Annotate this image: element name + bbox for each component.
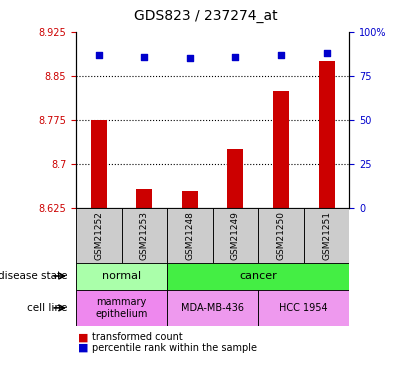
Bar	[228, 149, 243, 208]
Text: MDA-MB-436: MDA-MB-436	[181, 303, 244, 313]
Text: percentile rank within the sample: percentile rank within the sample	[92, 343, 256, 352]
Bar	[273, 91, 289, 208]
Text: normal: normal	[102, 271, 141, 281]
Bar	[319, 61, 335, 208]
Text: cell line: cell line	[28, 303, 68, 313]
Text: GSM21253: GSM21253	[140, 211, 149, 260]
Bar	[258, 290, 349, 326]
Text: cancer: cancer	[239, 271, 277, 281]
Point	[187, 56, 193, 62]
Text: GSM21250: GSM21250	[277, 211, 286, 260]
Bar	[76, 208, 122, 262]
Text: GSM21251: GSM21251	[322, 211, 331, 260]
Text: ■: ■	[78, 343, 89, 352]
Point	[278, 52, 284, 58]
Text: GSM21248: GSM21248	[185, 211, 194, 260]
Bar	[182, 190, 198, 208]
Text: mammary
epithelium: mammary epithelium	[95, 297, 148, 319]
Text: GDS823 / 237274_at: GDS823 / 237274_at	[134, 9, 277, 23]
Bar	[167, 262, 349, 290]
Point	[95, 52, 102, 58]
Bar	[304, 208, 349, 262]
Bar	[76, 262, 167, 290]
Bar	[213, 208, 258, 262]
Bar	[167, 208, 213, 262]
Text: HCC 1954: HCC 1954	[279, 303, 328, 313]
Point	[232, 54, 239, 60]
Bar	[91, 120, 107, 208]
Bar	[258, 208, 304, 262]
Text: GSM21249: GSM21249	[231, 211, 240, 260]
Point	[141, 54, 148, 60]
Text: transformed count: transformed count	[92, 333, 182, 342]
Text: ■: ■	[78, 333, 89, 342]
Text: GSM21252: GSM21252	[94, 211, 103, 260]
Point	[323, 50, 330, 56]
Bar	[167, 290, 258, 326]
Bar	[136, 189, 152, 208]
Bar	[122, 208, 167, 262]
Text: disease state: disease state	[0, 271, 68, 281]
Bar	[76, 290, 167, 326]
